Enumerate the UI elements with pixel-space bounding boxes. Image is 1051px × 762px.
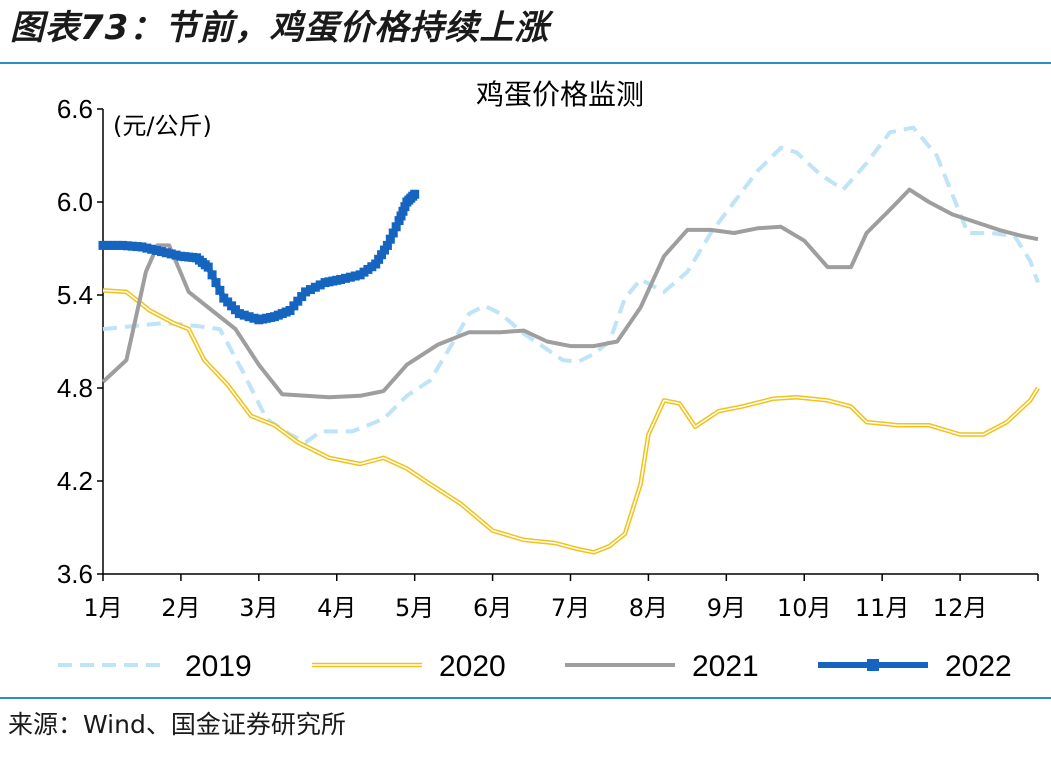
series-layer [98,125,1040,555]
series-point-2022 [315,280,325,290]
series-point-2022 [341,273,351,283]
y-tick-label: 6.0 [57,187,93,217]
series-point-2022 [336,275,346,284]
y-tick-label: 5.4 [57,280,93,310]
series-point-2022 [297,292,307,302]
series-point-2022 [244,312,254,322]
series-point-2022 [239,310,249,320]
series-point-2022 [152,245,162,255]
series-point-2022 [345,272,355,282]
series-line-2019 [102,125,1040,445]
x-tick-label: 6月 [473,594,512,622]
series-point-2022 [310,282,320,292]
chart-title: 鸡蛋价格监测 [476,78,644,111]
series-point-2022 [410,189,420,199]
series-point-2022 [171,250,181,260]
x-tick-label: 3月 [239,594,278,622]
legend-item-2021: 2021 [565,650,759,683]
figure-title: 图表73：节前，鸡蛋价格持续上涨 [10,8,550,48]
x-tick-label: 7月 [551,594,590,622]
series-point-2022 [289,301,299,311]
source-note: 来源：Wind、国金证券研究所 [8,710,346,739]
x-tick-label: 10月 [777,594,832,622]
series-point-2022 [293,296,303,306]
egg-price-chart: 3.6 4.2 4.8 5.4 6.0 6.6 1月 2月 3月 4月 5月 6月 7月 8月 9月 10月 1… [57,78,1040,683]
legend-item-2020: 2020 [312,650,506,683]
bottom-divider [0,697,1051,699]
series-point-2022 [371,259,381,269]
series-point-2022 [122,241,132,251]
series-point-2022 [374,254,384,264]
x-tick-label: 2月 [161,594,200,622]
legend-swatch-marker [867,659,879,671]
series-point-2022 [166,249,176,259]
y-tick-label: 3.6 [57,559,93,589]
x-tick-label: 9月 [707,594,746,622]
x-tick-label: 5月 [395,594,434,622]
series-point-2022 [203,262,213,272]
series-2020 [102,288,1040,555]
series-2021 [101,187,1039,400]
series-point-2022 [98,240,108,250]
series-point-2022 [108,240,118,250]
unit-label: (元/公斤) [113,112,212,140]
series-point-2022 [249,313,259,323]
y-tick-label: 6.6 [57,94,93,124]
series-point-2022 [113,240,123,250]
series-point-2022 [207,270,217,280]
series-point-2022 [161,248,171,258]
top-divider [0,62,1051,64]
series-point-2022 [388,228,398,238]
y-tick-label: 4.8 [57,373,93,403]
series-point-2022 [394,216,404,226]
x-tick-label: 1月 [83,594,122,622]
series-point-2022 [137,242,147,252]
series-point-2022 [234,309,244,319]
series-point-2022 [127,241,137,251]
series-point-2022 [396,211,406,221]
series-line-2020 [102,288,1040,555]
series-point-2022 [156,247,166,257]
series-line-2022 [103,192,417,323]
x-tick-label: 12月 [933,594,988,622]
series-line-2021 [101,187,1039,400]
series-point-2022 [211,278,221,288]
legend-item-2022: 2022 [818,650,1012,683]
legend: 2019 2020 2021 2022 [58,650,1012,683]
series-point-2022 [285,306,295,315]
x-tick-label: 11月 [855,594,910,622]
series-point-2022 [305,285,315,295]
series-point-2022 [379,245,389,255]
series-point-2022 [400,202,410,212]
series-point-2022 [382,240,392,250]
axes-layer: 3.6 4.2 4.8 5.4 6.0 6.6 1月 2月 3月 4月 5月 6月 7月 8月 9月 10月 1… [57,94,1039,622]
x-tick-label: 8月 [629,594,668,622]
y-tick-label: 4.2 [57,466,93,496]
series-point-2022 [215,285,225,295]
series-2019 [102,125,1040,445]
series-point-2022 [301,287,311,297]
series-point-2022 [117,240,127,250]
series-point-2022 [142,243,152,253]
x-tick-label: 4月 [317,594,356,622]
series-point-2022 [147,244,157,254]
legend-label-2021: 2021 [692,650,759,683]
series-line-inner-2020 [102,289,1039,554]
series-point-2022 [398,206,408,216]
series-point-2022 [350,271,360,281]
series-point-2022 [377,250,387,260]
series-2022 [98,189,420,325]
legend-item-2019: 2019 [58,650,252,683]
legend-label-2020: 2020 [439,650,506,683]
series-point-2022 [385,234,395,244]
series-point-2022 [132,242,142,252]
legend-label-2019: 2019 [185,650,252,683]
series-point-2022 [391,222,401,232]
series-point-2022 [103,240,113,250]
legend-label-2022: 2022 [945,650,1012,683]
